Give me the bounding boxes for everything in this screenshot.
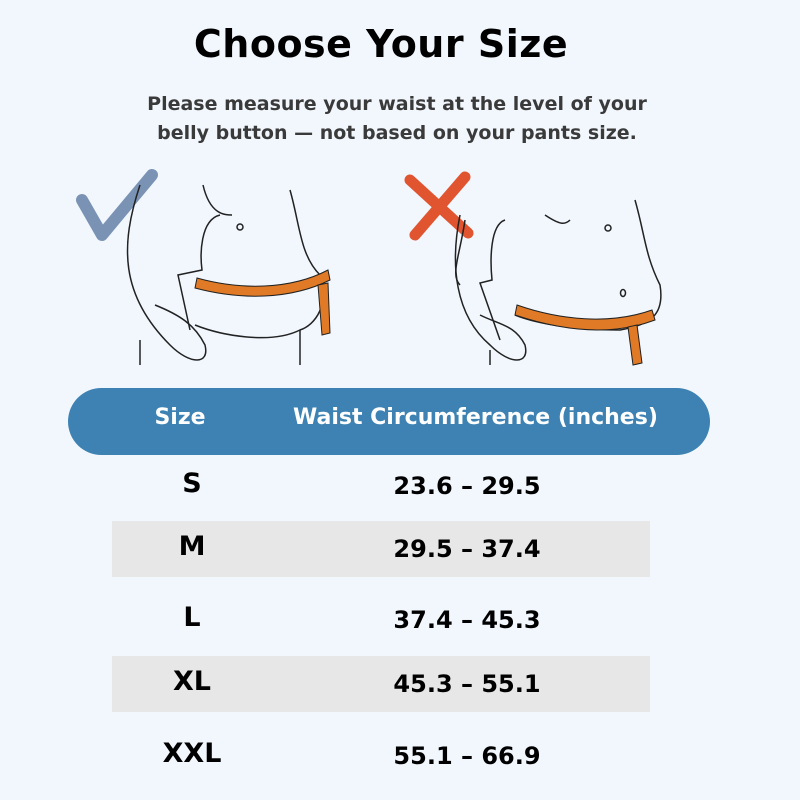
- size-cell: L: [183, 602, 201, 633]
- table-row: S 23.6 – 29.5: [112, 458, 650, 514]
- table-header: Size Waist Circumference (inches): [68, 388, 710, 455]
- table-row: XL 45.3 – 55.1: [112, 656, 650, 712]
- range-cell: 55.1 – 66.9: [393, 742, 541, 770]
- checkmark-icon: [76, 169, 158, 241]
- header-size: Size: [154, 405, 206, 430]
- size-cell: XXL: [162, 738, 222, 769]
- range-cell: 23.6 – 29.5: [393, 472, 541, 500]
- table-row: L 37.4 – 45.3: [112, 592, 650, 648]
- measuring-tape-correct: [194, 269, 331, 336]
- subtitle-line-1: Please measure your waist at the level o…: [147, 93, 647, 115]
- header-waist: Waist Circumference (inches): [293, 405, 658, 430]
- range-cell: 45.3 – 55.1: [393, 670, 541, 698]
- size-cell: M: [178, 531, 206, 562]
- page-title: Choose Your Size: [193, 22, 569, 66]
- subtitle-line-2: belly button — not based on your pants s…: [157, 122, 637, 144]
- measuring-tape-incorrect: [514, 304, 656, 366]
- correct-figure: [126, 184, 324, 365]
- size-cell: S: [182, 468, 202, 499]
- table-row: XXL 55.1 – 66.9: [112, 728, 650, 784]
- range-cell: 29.5 – 37.4: [393, 535, 541, 563]
- cross-icon: [404, 171, 474, 241]
- table-row: M 29.5 – 37.4: [112, 521, 650, 577]
- measurement-illustration: [76, 169, 662, 366]
- range-cell: 37.4 – 45.3: [393, 606, 541, 634]
- size-cell: XL: [172, 666, 212, 697]
- subtitle: Please measure your waist at the level o…: [0, 90, 794, 148]
